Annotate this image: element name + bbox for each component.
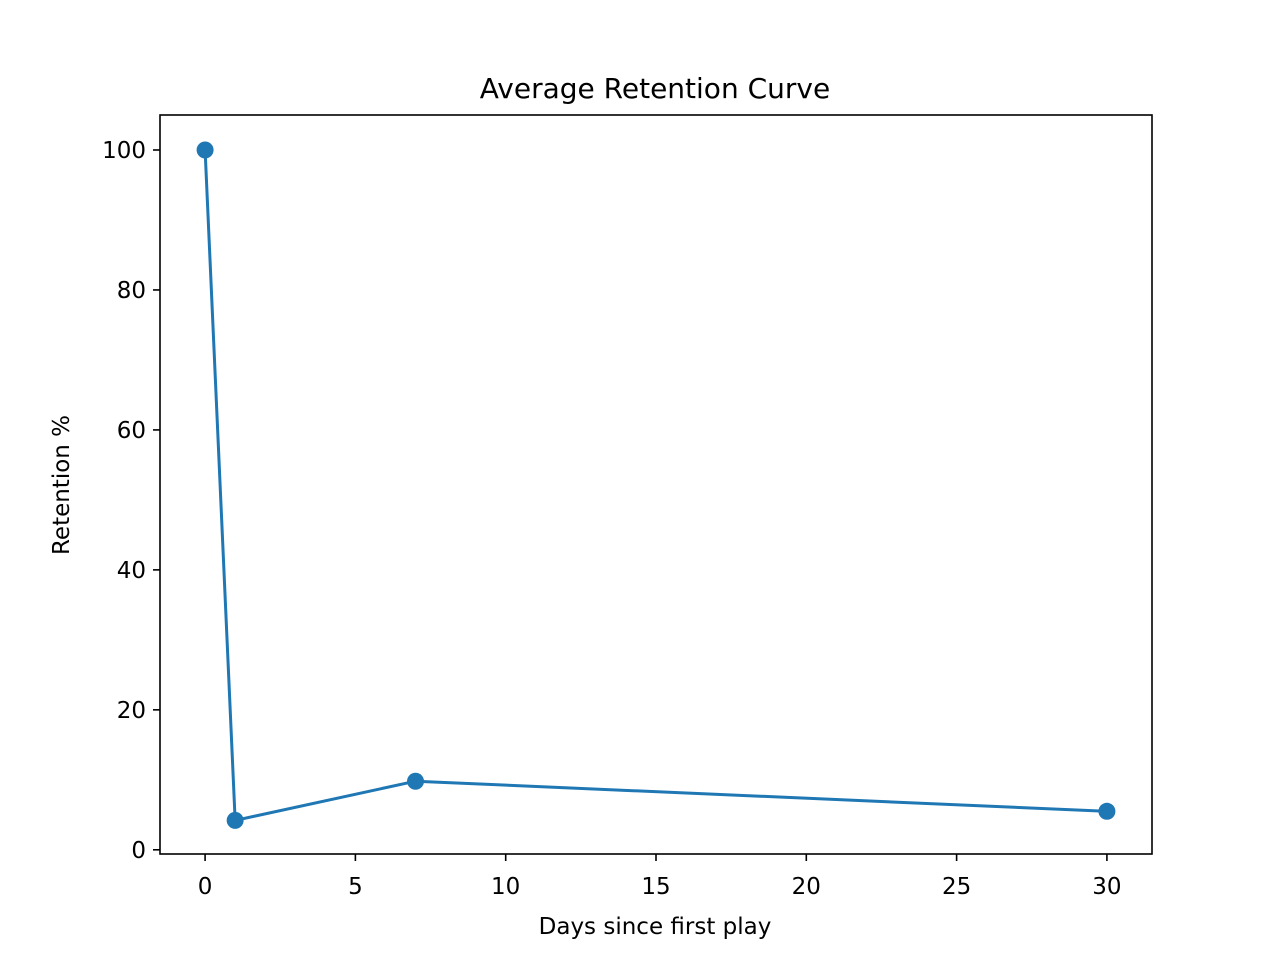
series-line bbox=[203, 148, 1109, 822]
x-tick-label: 25 bbox=[942, 874, 971, 900]
chart-title: Average Retention Curve bbox=[480, 72, 830, 105]
plot-area bbox=[196, 141, 1116, 829]
y-tick-label: 100 bbox=[102, 138, 146, 164]
x-tick-label: 20 bbox=[792, 874, 821, 900]
data-point-marker bbox=[226, 811, 244, 829]
y-tick-label: 60 bbox=[117, 418, 146, 444]
data-point-marker bbox=[1098, 802, 1116, 820]
x-axis-ticks: 0 5 10 15 20 25 30 bbox=[198, 854, 1122, 900]
x-tick-label: 30 bbox=[1092, 874, 1121, 900]
x-tick-label: 0 bbox=[198, 874, 213, 900]
data-point-marker bbox=[196, 141, 214, 159]
y-axis-label: Retention % bbox=[49, 415, 75, 555]
x-tick-label: 15 bbox=[641, 874, 670, 900]
y-tick-label: 20 bbox=[117, 698, 146, 724]
y-tick-label: 40 bbox=[117, 558, 146, 584]
x-tick-label: 10 bbox=[491, 874, 520, 900]
axes-frame bbox=[159, 114, 1153, 855]
y-tick-label: 80 bbox=[117, 278, 146, 304]
x-tick-label: 5 bbox=[348, 874, 363, 900]
y-axis-ticks: 0 20 40 60 80 100 bbox=[102, 138, 160, 864]
y-tick-label: 0 bbox=[131, 838, 146, 864]
data-point-marker bbox=[407, 772, 425, 790]
x-axis-label: Days since first play bbox=[539, 914, 772, 940]
